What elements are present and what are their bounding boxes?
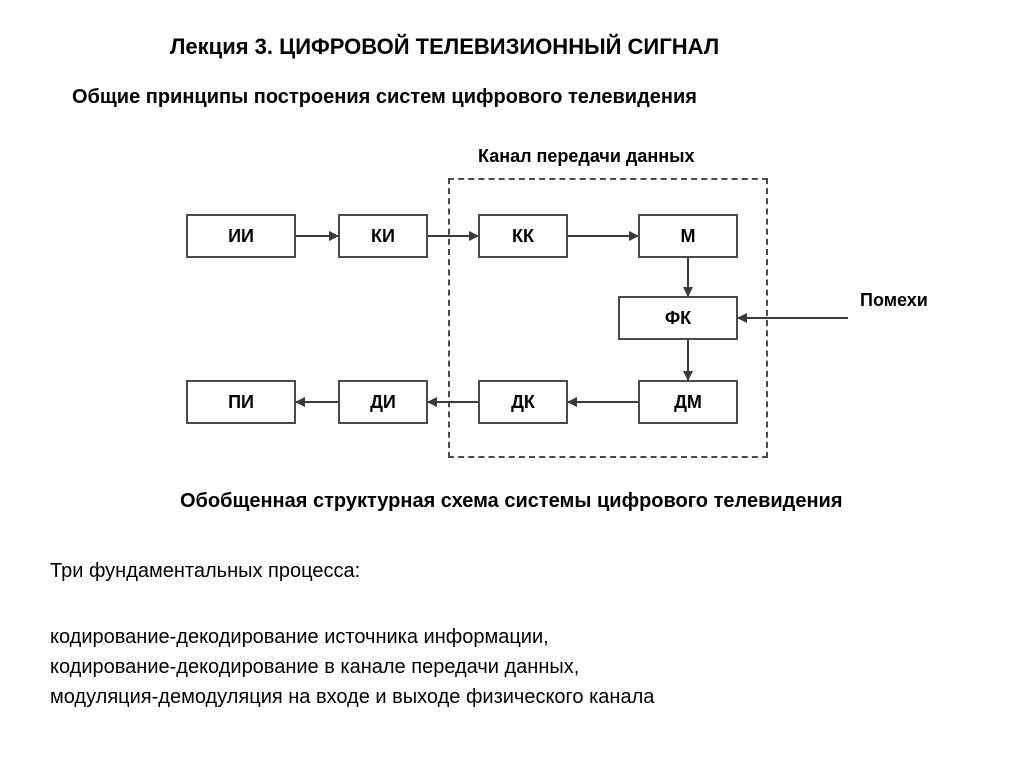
node-ii: ИИ bbox=[186, 214, 296, 258]
diagram-caption: Обобщенная структурная схема системы циф… bbox=[180, 490, 843, 513]
body-line-0: Три фундаментальных процесса: bbox=[50, 560, 360, 583]
page-root: Лекция 3. ЦИФРОВОЙ ТЕЛЕВИЗИОННЫЙ СИГНАЛ … bbox=[0, 0, 1024, 768]
node-pi: ПИ bbox=[186, 380, 296, 424]
node-di: ДИ bbox=[338, 380, 428, 424]
flowchart-diagram: Канал передачи данных Помехи ИИ bbox=[0, 0, 1024, 470]
node-ki: КИ bbox=[338, 214, 428, 258]
node-dm: ДМ bbox=[638, 380, 738, 424]
node-fk: ФК bbox=[618, 296, 738, 340]
body-line-1: кодирование-декодирование источника инфо… bbox=[50, 626, 549, 649]
node-m: М bbox=[638, 214, 738, 258]
node-dk: ДК bbox=[478, 380, 568, 424]
node-kk: КК bbox=[478, 214, 568, 258]
body-line-3: модуляция-демодуляция на входе и выходе … bbox=[50, 686, 654, 709]
body-line-2: кодирование-декодирование в канале перед… bbox=[50, 656, 579, 679]
